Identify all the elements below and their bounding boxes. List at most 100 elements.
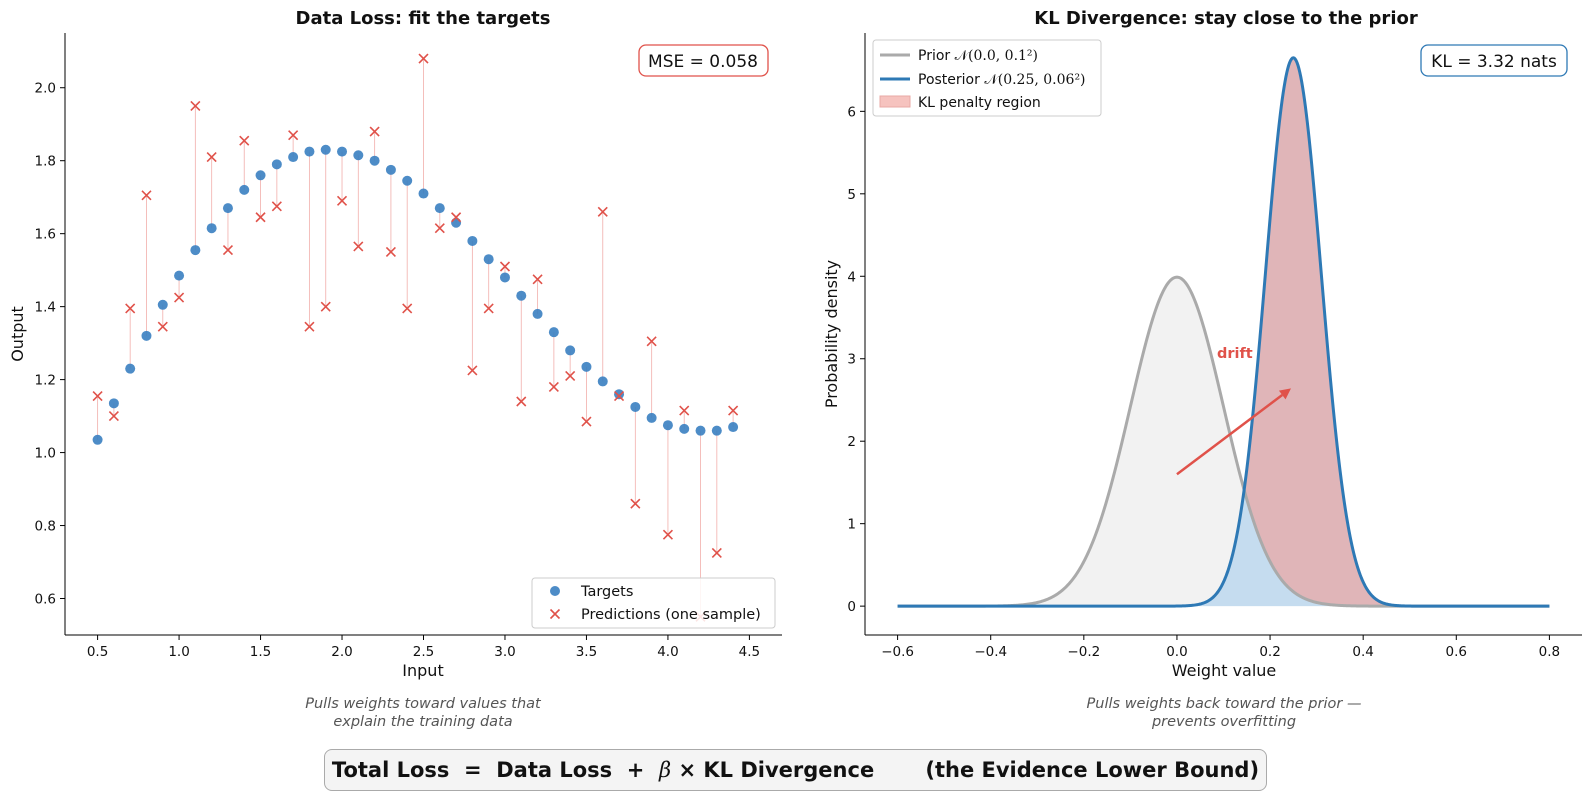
x-tick-label: 0.8 [1539,644,1560,660]
total-loss-formula: Total Loss = Data Loss + β × KL Divergen… [324,749,1267,791]
prediction-point [320,301,331,312]
drift-arrow-head [1278,388,1292,400]
legend-posterior-label: Posterior 𝒩(0.25, 0.06²) [918,72,1086,88]
posterior-curve [897,56,1550,608]
prediction-point [255,212,266,223]
prediction-point [288,130,299,141]
target-point [434,203,445,214]
left-caption-line-2: explain the training data [333,714,513,730]
target-point [402,175,413,186]
prediction-point [206,151,217,163]
target-point [288,152,299,163]
target-point [92,434,103,445]
right-x-ticks: −0.6 −0.4 −0.2 0.0 0.2 0.4 0.6 0.8 [881,635,1560,660]
target-point [451,217,462,228]
x-tick-label: 1.5 [250,644,271,660]
prediction-point [597,206,608,217]
legend-prior-math: 𝒩(0.0, 0.1²) [955,48,1038,64]
left-x-axis-label: Input [402,661,443,680]
left-y-ticks: 0.6 0.8 1.0 1.2 1.4 1.6 1.8 2.0 [35,81,65,608]
target-point [353,150,364,161]
data-loss-chart: Data Loss: fit the targets 0.5 1.0 1.5 2.0 2… [8,8,782,680]
right-x-axis-label: Weight value [1172,661,1277,680]
prediction-point [630,498,641,509]
prediction-point [581,416,592,427]
y-tick-label: 1.2 [35,373,56,389]
prediction-point [728,405,739,416]
y-tick-label: 0.8 [35,519,56,535]
target-point [174,270,185,281]
x-tick-label: 0.5 [87,644,108,660]
x-tick-label: 0.0 [1166,644,1187,660]
x-tick-label: 0.6 [1446,644,1467,660]
x-tick-label: 4.0 [657,644,678,660]
error-lines [97,58,734,617]
target-point [271,159,282,170]
y-tick-label: 2.0 [35,81,56,97]
figure: Data Loss: fit the targets 0.5 1.0 1.5 2.0 2… [8,8,1582,680]
x-tick-label: 3.0 [494,644,515,660]
left-legend: Targets Predictions (one sample) [531,577,776,629]
x-tick-label: 3.5 [576,644,597,660]
y-tick-label: 4 [847,269,856,285]
prediction-point [483,303,494,314]
prediction-point [125,303,136,314]
legend-kl-label: KL penalty region [918,95,1041,111]
prediction-point [613,390,625,402]
y-tick-label: 1.4 [35,300,56,316]
target-point [206,223,217,234]
target-point [467,235,478,246]
kl-divergence-chart: KL Divergence: stay close to the prior −… [822,8,1582,680]
formula-part-1: Total Loss = Data Loss + [331,758,660,782]
target-point [369,155,380,166]
target-point [483,254,494,265]
prediction-point [451,212,462,223]
prediction-point [141,190,152,201]
prediction-point [239,135,250,146]
y-tick-label: 1.6 [35,227,56,243]
right-y-axis-label: Probability density [822,260,841,408]
x-tick-label: 2.0 [331,644,352,660]
y-tick-label: 0.6 [35,592,56,608]
prediction-point [434,223,445,234]
y-tick-label: 3 [847,352,856,368]
target-point [548,327,559,338]
left-caption: Pulls weights toward values that explain… [173,695,673,731]
prediction-point [548,381,559,392]
target-point [222,203,233,214]
target-point [532,308,543,319]
left-caption-line-1: Pulls weights toward values that [305,696,541,712]
target-point [662,420,673,431]
target-point [239,184,250,195]
prediction-point [646,336,657,347]
target-point [304,146,315,157]
formula-part-2: × KL Divergence (the Evidence Lower Boun… [671,758,1260,782]
x-tick-label: 0.4 [1352,644,1373,660]
prediction-point [467,365,478,376]
left-y-axis-label: Output [8,306,27,362]
target-point [630,401,641,412]
right-caption: Pulls weights back toward the prior — pr… [974,695,1474,731]
prediction-points [92,53,739,622]
y-tick-label: 2 [847,434,856,450]
prediction-point [679,405,690,416]
target-point [679,423,690,434]
prediction-point [271,201,282,212]
x-tick-label: 0.2 [1259,644,1280,660]
drift-label: drift [1217,346,1253,362]
right-axes [864,33,1582,636]
prediction-point [190,100,201,112]
target-point [125,363,136,374]
prediction-point [353,241,364,252]
x-tick-label: 1.0 [168,644,189,660]
legend-posterior-name: Posterior [918,72,980,88]
x-tick-label: −0.2 [1067,644,1100,660]
legend-predictions-label: Predictions (one sample) [581,607,761,623]
prediction-point [418,53,429,64]
y-tick-label: 1.8 [35,154,56,170]
prediction-point [92,390,103,402]
prediction-point [532,274,543,285]
prediction-point [222,245,234,256]
target-point [581,361,592,372]
formula-beta: β [659,758,672,782]
